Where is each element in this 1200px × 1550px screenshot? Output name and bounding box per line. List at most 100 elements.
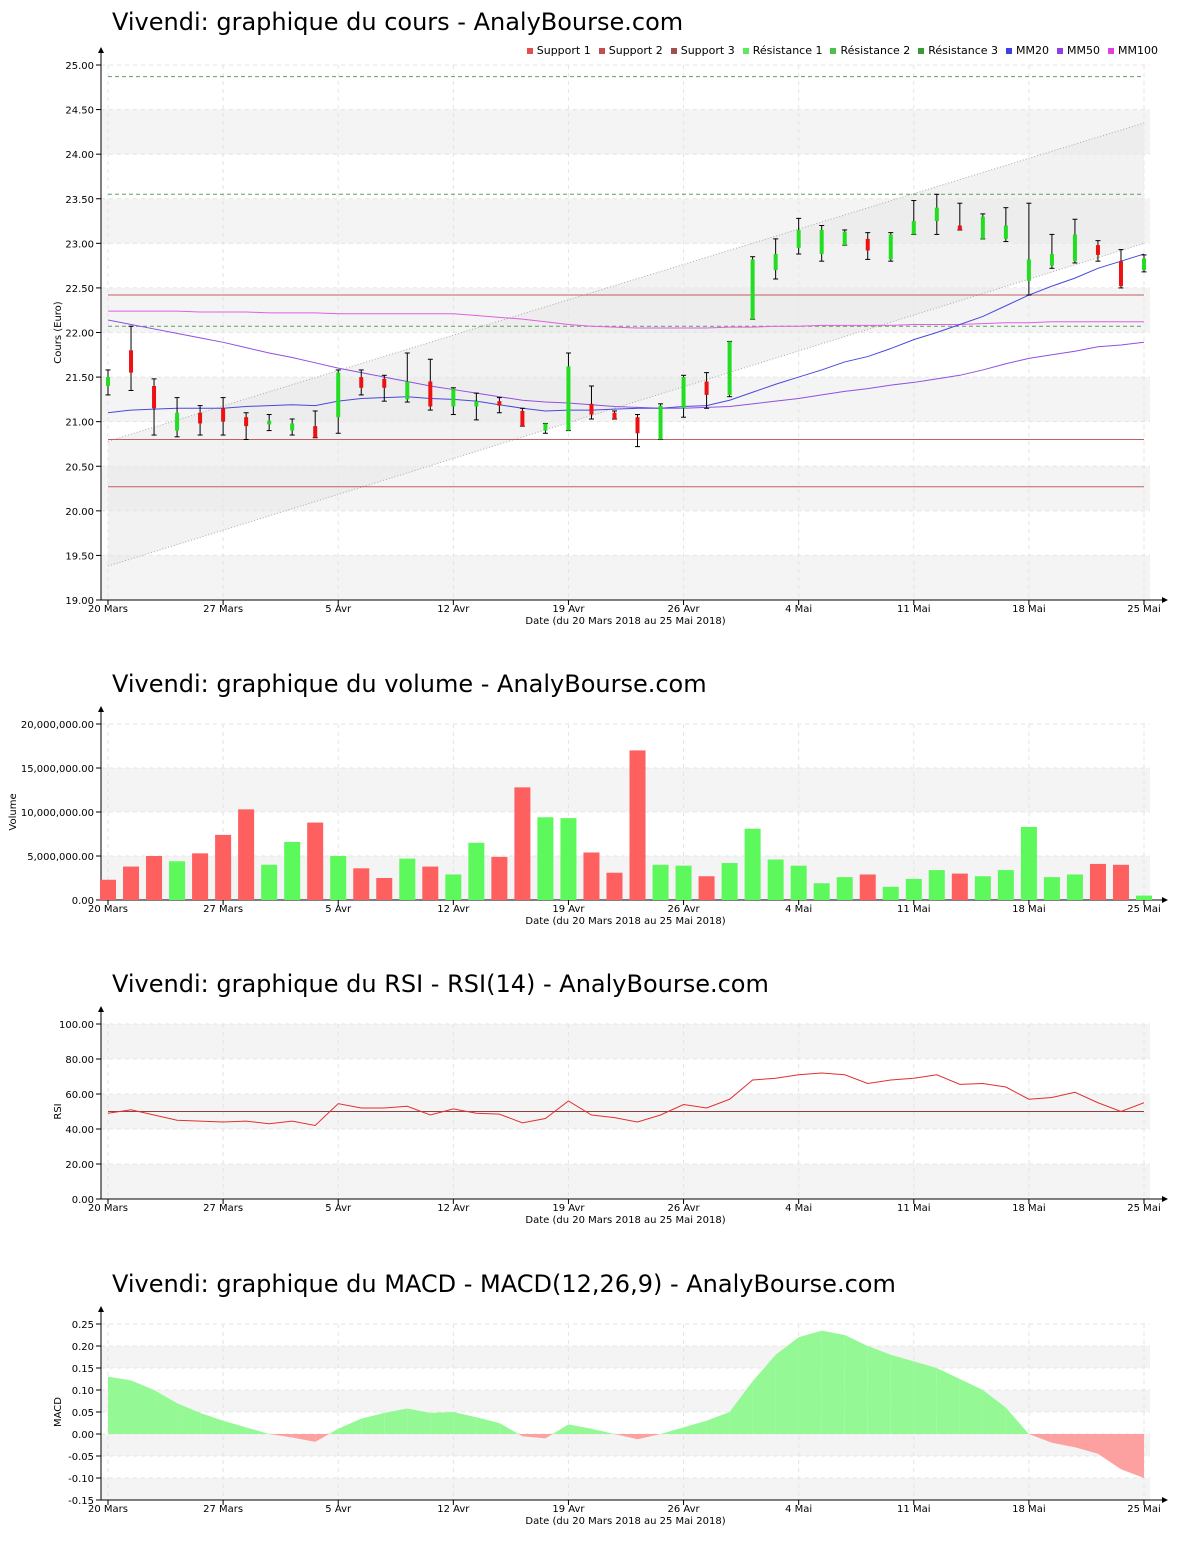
- macd-area-negative: [1074, 1434, 1098, 1454]
- candle-body: [152, 386, 157, 409]
- legend-label: Résistance 1: [752, 44, 823, 57]
- legend-swatch: [742, 47, 749, 54]
- volume-bar: [307, 822, 324, 900]
- volume-bar: [376, 878, 393, 900]
- volume-bar: [169, 861, 186, 900]
- macd-area-positive: [775, 1337, 799, 1434]
- macd-area-positive: [131, 1380, 155, 1434]
- volume-bar: [537, 817, 554, 900]
- y-tick-label: 0.15: [72, 1364, 94, 1375]
- y-tick-label: 0.10: [72, 1386, 94, 1397]
- macd-area-positive: [329, 1428, 339, 1434]
- macd-area-positive: [913, 1361, 937, 1434]
- legend-label: MM20: [1016, 44, 1050, 57]
- grid-band: [101, 1164, 1150, 1199]
- macd-area-positive: [982, 1390, 1006, 1434]
- volume-bar: [468, 842, 485, 900]
- x-tick-label: 4 Mai: [785, 1203, 812, 1214]
- volume-bar: [767, 859, 784, 900]
- legend-item: MM100: [1108, 44, 1158, 57]
- x-tick-label: 18 Mai: [1012, 1504, 1045, 1515]
- candle-body: [106, 377, 110, 386]
- macd-area-negative: [614, 1434, 638, 1440]
- macd-area-positive: [407, 1408, 431, 1434]
- rsi-chart: 0.00 20.00 40.00 60.00 80.00 100.00 20 Mars 27 …: [53, 1006, 1168, 1226]
- x-axis-label: Date (du 20 Mars 2018 au 25 Mai 2018): [525, 916, 725, 927]
- y-tick-label: 0.05: [72, 1408, 94, 1419]
- candle-body: [612, 412, 617, 419]
- y-tick-label: 5,000,000.00: [27, 852, 94, 863]
- volume-bar: [698, 876, 715, 900]
- macd-area-positive: [798, 1330, 822, 1434]
- x-tick-label: 5 Avr: [325, 904, 352, 915]
- macd-area-positive: [552, 1424, 569, 1434]
- x-tick-label: 11 Mai: [897, 904, 930, 915]
- x-tick-label: 11 Mai: [897, 604, 930, 615]
- y-tick-label: 23.00: [65, 239, 94, 250]
- legend-swatch: [1057, 47, 1064, 54]
- x-tick-label: 20 Mars: [88, 1203, 128, 1214]
- legend-item: Support 1: [526, 44, 591, 57]
- volume-bar: [146, 856, 163, 900]
- volume-bar: [882, 886, 899, 900]
- candle-body: [750, 259, 755, 320]
- legend-label: Résistance 3: [928, 44, 999, 57]
- legend-swatch: [598, 47, 605, 54]
- y-axis-arrow: [98, 47, 104, 53]
- candle-body: [451, 388, 456, 407]
- x-tick-label: 26 Avr: [667, 904, 700, 915]
- price-chart-title: Vivendi: graphique du cours - AnalyBours…: [112, 8, 684, 36]
- candle-body: [520, 410, 525, 427]
- x-tick-label: 20 Mars: [88, 604, 128, 615]
- x-tick-label: 11 Mai: [897, 1504, 930, 1515]
- y-tick-label: 20.00: [65, 507, 94, 518]
- legend-item: MM50: [1057, 44, 1100, 57]
- macd-area-positive: [361, 1412, 385, 1434]
- candle-body: [313, 426, 318, 438]
- macd-area-positive: [936, 1368, 960, 1434]
- macd-area-positive: [821, 1330, 845, 1434]
- y-tick-label: 0.00: [72, 896, 94, 907]
- candle-body: [382, 378, 387, 388]
- macd-area-positive: [706, 1412, 730, 1434]
- y-tick-label: 0.20: [72, 1342, 94, 1353]
- x-tick-label: 12 Avr: [437, 1203, 470, 1214]
- volume-bar: [192, 853, 209, 900]
- y-axis-label: MACD: [53, 1397, 64, 1427]
- x-tick-label: 20 Mars: [88, 904, 128, 915]
- y-tick-label: 25.00: [65, 61, 94, 72]
- x-axis-arrow: [1162, 597, 1168, 603]
- candle-body: [1072, 234, 1077, 262]
- x-axis-arrow: [1162, 1196, 1168, 1202]
- y-tick-label: 60.00: [65, 1090, 94, 1101]
- y-axis-arrow: [98, 1306, 104, 1312]
- x-tick-label: 5 Avr: [325, 1504, 352, 1515]
- volume-bar: [330, 856, 347, 900]
- macd-area-positive: [430, 1412, 454, 1434]
- macd-area-negative: [1028, 1434, 1052, 1443]
- macd-area-positive: [683, 1420, 707, 1434]
- y-tick-label: 20.50: [65, 462, 94, 473]
- volume-bar: [353, 868, 370, 900]
- volume-chart: 0.00 5,000,000.00 10,000,000.00 15,000,000.…: [8, 706, 1168, 927]
- mm20-line: [107, 253, 1145, 414]
- candle-body: [175, 412, 180, 431]
- x-axis-label: Date (du 20 Mars 2018 au 25 Mai 2018): [525, 1516, 725, 1527]
- legend-label: Support 1: [536, 44, 591, 57]
- x-tick-label: 19 Avr: [552, 604, 585, 615]
- macd-area-positive: [867, 1346, 891, 1434]
- candle-body: [290, 423, 295, 431]
- macd-area-positive: [499, 1423, 519, 1434]
- candle-body: [681, 377, 686, 409]
- y-tick-label: 21.50: [65, 373, 94, 384]
- y-tick-label: 23.50: [65, 195, 94, 206]
- y-tick-label: 40.00: [65, 1125, 94, 1136]
- volume-bar: [905, 878, 922, 900]
- trend-lower-line: [107, 242, 1145, 567]
- y-tick-label: -0.15: [68, 1496, 94, 1507]
- volume-bar: [215, 834, 232, 900]
- volume-bar: [721, 863, 738, 900]
- candle-body: [589, 403, 594, 415]
- y-tick-label: -0.05: [68, 1452, 94, 1463]
- legend-item: Résistance 1: [742, 44, 823, 57]
